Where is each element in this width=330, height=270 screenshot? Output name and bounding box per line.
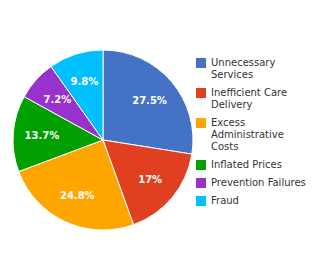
html-text:Inefficient Care Delivery: Inefficient Care Delivery [211, 87, 288, 110]
svg-text:7.2%: 7.2% [43, 94, 71, 105]
html-text:Fraud: Fraud [211, 195, 239, 206]
svg-text:27.5%: 27.5% [132, 95, 167, 106]
svg-text:17%: 17% [138, 174, 162, 185]
svg-text:24.8%: 24.8% [60, 190, 95, 201]
html-text:Excess Administrative Costs: Excess Administrative Costs [211, 117, 284, 152]
svg-text:13.7%: 13.7% [25, 130, 60, 141]
svg-text:9.8%: 9.8% [71, 76, 99, 87]
html-text:Prevention Failures: Prevention Failures [211, 177, 306, 188]
html-text:Inflated Prices: Inflated Prices [211, 159, 282, 170]
html-text:Unnecessary Services: Unnecessary Services [211, 57, 276, 80]
